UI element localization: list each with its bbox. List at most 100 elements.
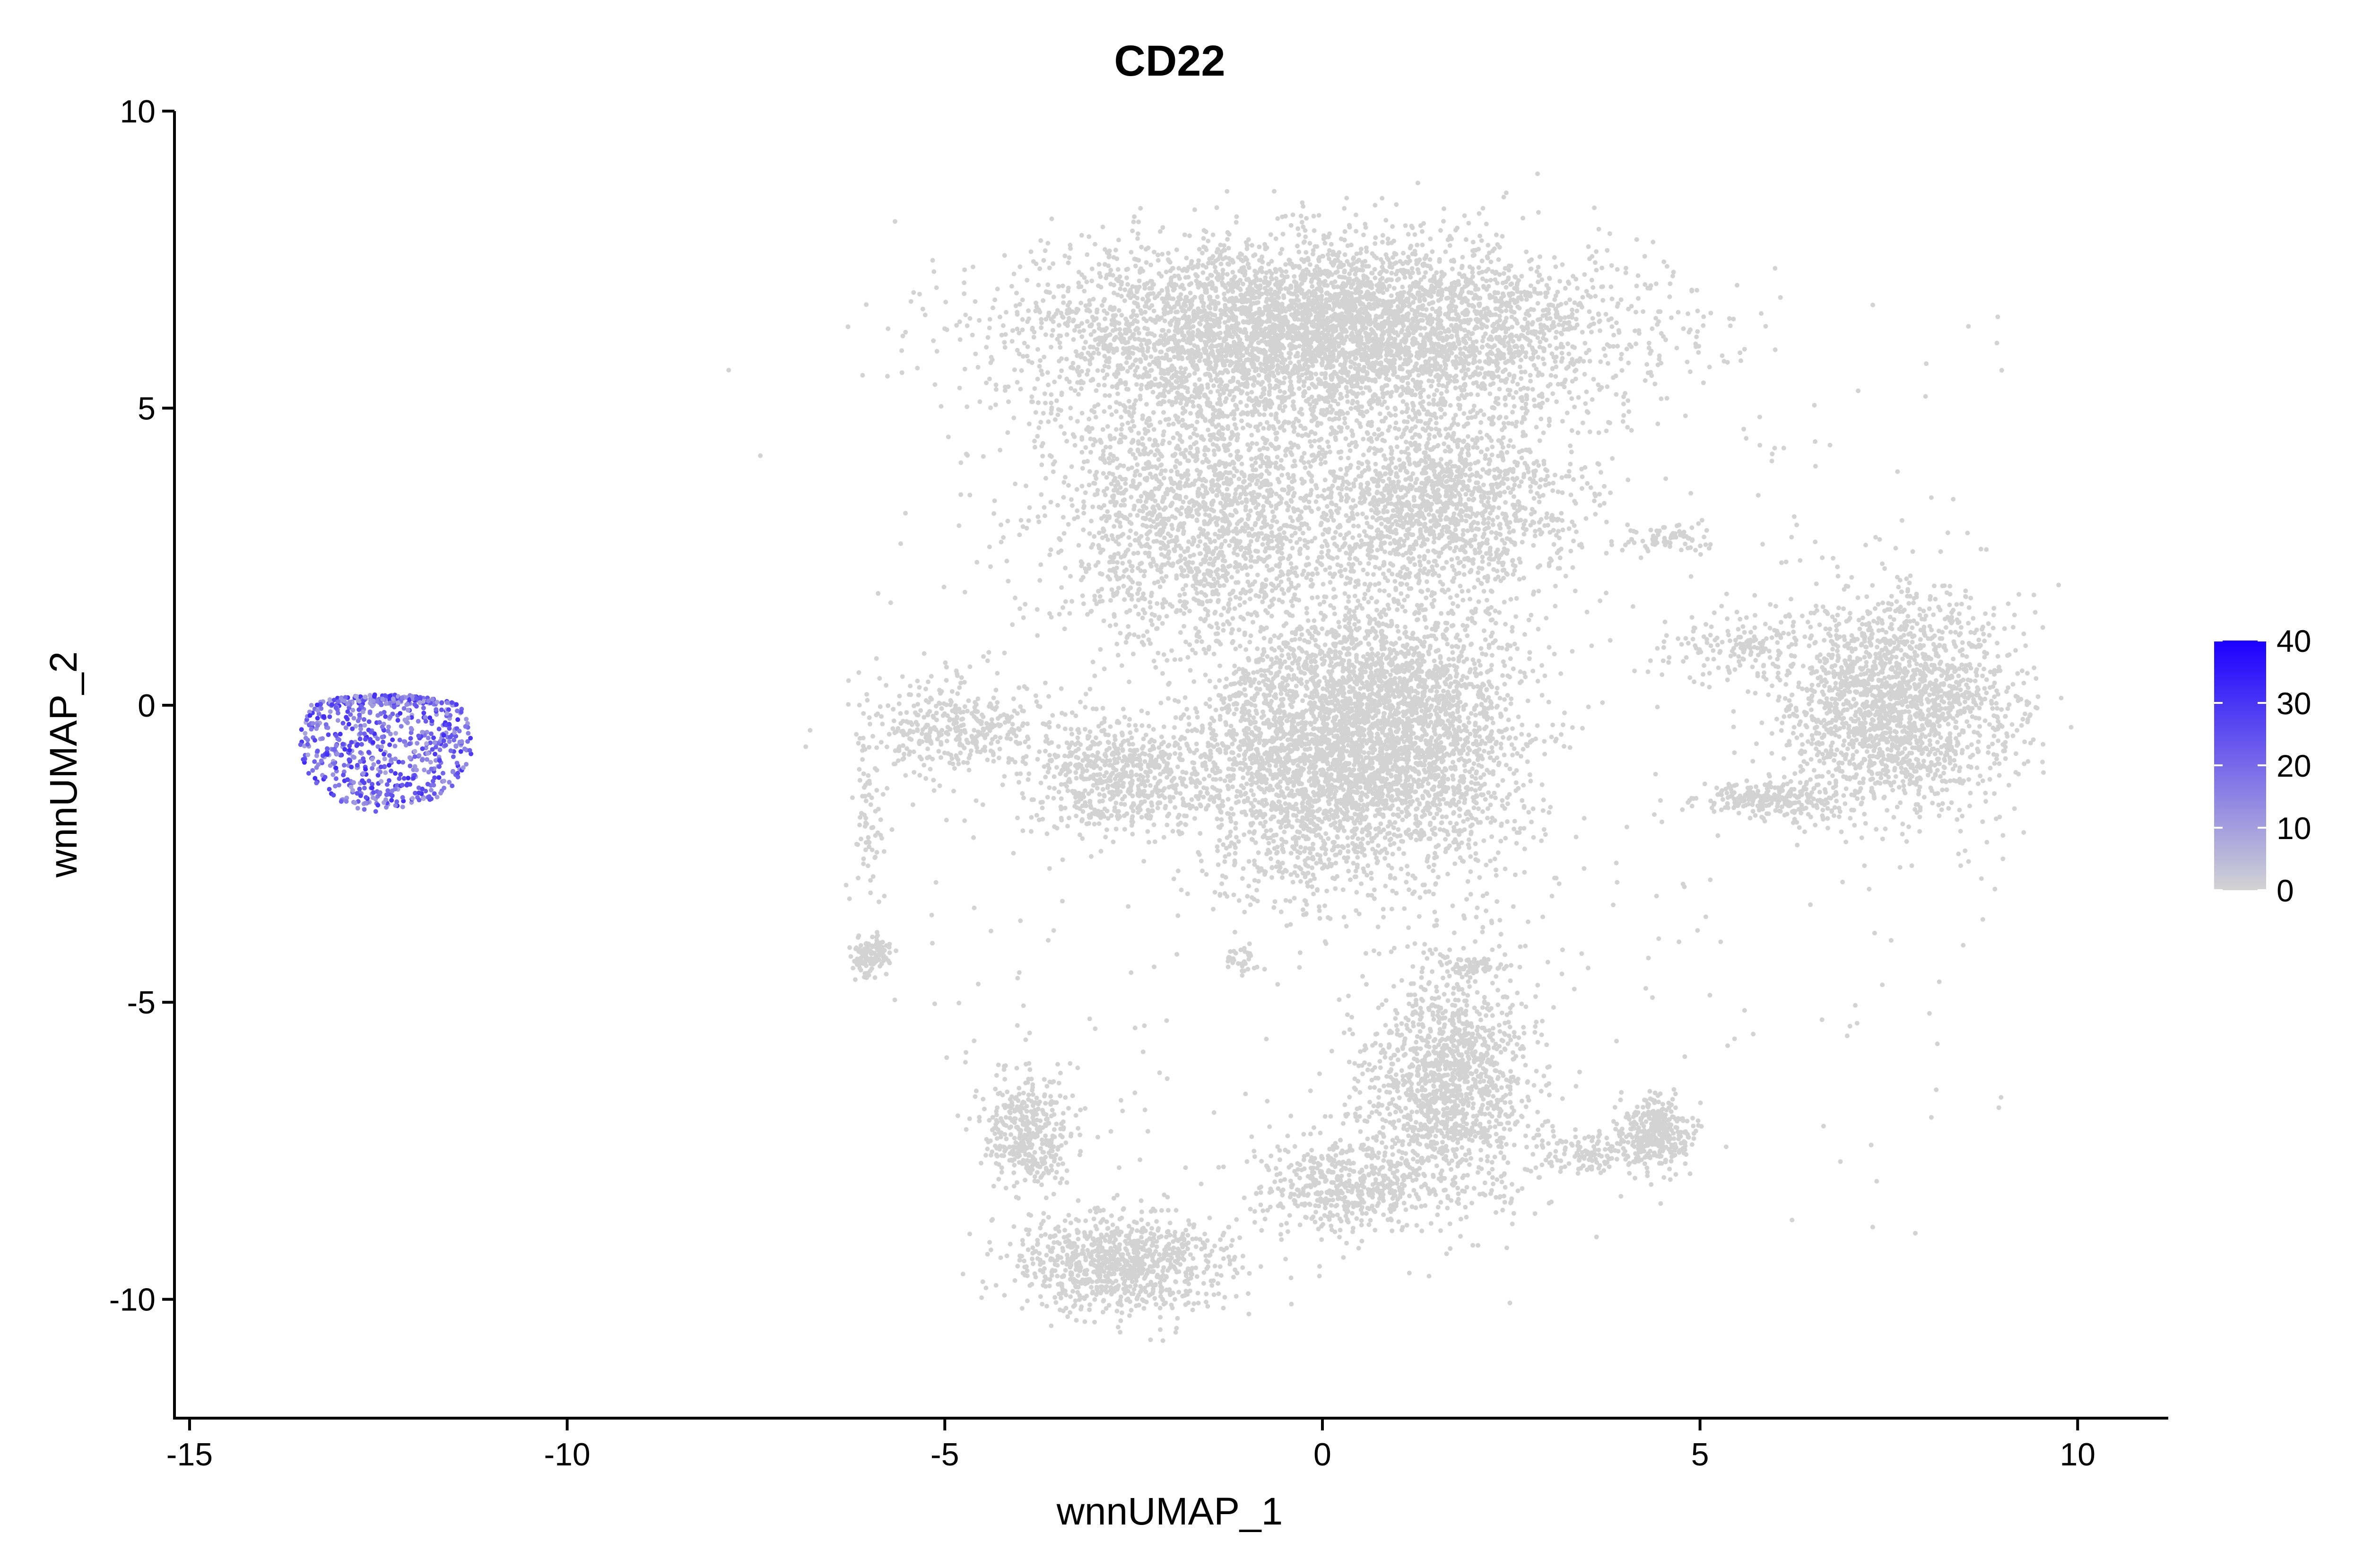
cell-point [1689,287,1695,293]
cell-point [1058,345,1063,350]
cell-point [1479,381,1485,387]
cell-point [1584,389,1589,394]
cell-point [1453,363,1458,368]
cell-point [1479,238,1484,243]
cell-point [1208,327,1213,332]
cell-point [1657,356,1662,362]
cell-point [1180,308,1185,313]
cell-point [1389,349,1394,354]
cell-point [1198,337,1203,341]
cell-point [1158,349,1163,355]
cell-point [1222,337,1227,342]
cell-point [957,385,962,390]
cell-point [1513,390,1519,395]
cell-point [1352,349,1357,355]
cell-point [1523,411,1529,416]
cell-point [1033,410,1038,415]
cell-point [1355,259,1360,264]
cell-point [1225,189,1230,194]
cell-point [1400,399,1406,404]
cell-point [1228,348,1234,354]
cell-point [1388,394,1393,399]
cell-point [1342,206,1347,211]
cell-point [1279,366,1284,371]
cell-point [1490,323,1495,329]
cell-point [1626,360,1631,365]
cell-point [1074,310,1079,315]
cell-point [1670,273,1675,278]
cell-point [1110,384,1115,389]
cell-point [1055,308,1060,313]
cell-point [1082,275,1087,280]
cell-point [1582,372,1587,377]
cell-point [1166,329,1171,334]
cell-point [1025,277,1030,283]
cell-point [1418,390,1424,395]
cell-point [1462,328,1468,333]
cell-point [1314,264,1320,269]
cell-point [1588,295,1593,300]
cell-point [1463,237,1469,242]
cell-point [1370,368,1375,373]
cell-point [1538,291,1543,296]
cell-point [1133,368,1138,373]
cell-point [1596,226,1601,232]
cell-point [1108,342,1113,347]
cell-point [1279,351,1284,356]
cell-point [1288,379,1293,384]
cell-point [1118,286,1123,291]
cell-point [1377,271,1382,276]
cell-point [1663,337,1668,342]
cell-point [1269,347,1275,352]
cell-point [1344,196,1349,201]
cell-point [893,219,897,224]
cell-point [1056,323,1061,328]
cell-point [1596,312,1601,317]
cell-point [1348,285,1354,290]
cell-point [1144,303,1149,309]
cell-point [1355,367,1360,372]
cell-point [1265,296,1269,302]
cell-point [1026,358,1031,364]
cell-point [1009,339,1015,344]
cell-point [1325,332,1330,337]
cell-point [1466,367,1470,372]
cell-point [1090,314,1095,320]
cell-point [1093,415,1098,420]
cell-point [1363,350,1368,355]
cell-point [1160,251,1165,257]
cell-point [1353,212,1358,217]
cell-point [1322,351,1327,356]
cell-point [1658,309,1663,314]
cell-point [1225,289,1231,294]
cell-point [1028,249,1034,254]
cell-point [1327,354,1332,359]
cell-point [1337,377,1342,382]
cell-point [1307,358,1312,363]
cell-point [1573,325,1577,330]
cell-point [1393,413,1398,418]
cell-point [1325,410,1330,415]
cell-point [1518,295,1523,300]
cell-point [1727,316,1732,321]
cell-point [1116,237,1121,243]
cell-point [1168,268,1173,273]
cell-point [1488,277,1493,283]
cell-point [1527,259,1532,264]
cell-point [1455,338,1460,344]
cell-point [1447,234,1452,239]
cell-point [1325,305,1330,311]
cell-point [993,402,998,407]
cell-point [1259,258,1264,263]
cell-point [1428,372,1433,377]
cell-point [1000,323,1006,328]
cell-point [1104,372,1110,377]
cell-point [1263,353,1268,358]
cell-point [1399,338,1404,344]
cell-point [1136,231,1140,236]
cell-point [1674,346,1679,351]
cell-point [1150,390,1156,395]
cell-point [1115,267,1121,272]
cell-point [1188,353,1192,358]
cell-point [1537,402,1542,407]
